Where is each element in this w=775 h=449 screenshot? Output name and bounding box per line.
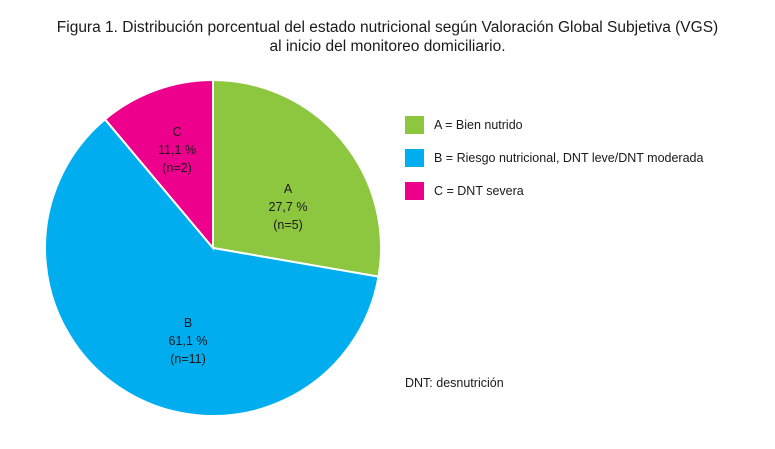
slice-a-count-label: (n=5) [273, 218, 303, 232]
slice-c-category-label: C [172, 125, 181, 139]
slice-a-percent-label: 27,7 % [269, 200, 308, 214]
slice-b-count-label: (n=11) [170, 352, 206, 366]
legend-label-c: C = DNT severa [434, 184, 524, 198]
slice-a-category-label: A [284, 182, 293, 196]
legend: A = Bien nutrido B = Riesgo nutricional,… [405, 116, 703, 215]
legend-swatch-a [405, 116, 424, 134]
slice-c-percent-label: 11,1 % [158, 143, 196, 157]
legend-label-a: A = Bien nutrido [434, 118, 523, 132]
abbreviation-note: DNT: desnutrición [405, 376, 504, 390]
chart-title: Figura 1. Distribución porcentual del es… [0, 18, 775, 56]
chart-title-line-1: Figura 1. Distribución porcentual del es… [56, 19, 719, 36]
pie-slice-a [212, 78, 382, 278]
legend-item-c: C = DNT severa [405, 182, 703, 200]
slice-b-percent-label: 61,1 % [169, 334, 208, 348]
pie-slice-b [44, 117, 380, 417]
pie-slice-c [103, 78, 214, 251]
slice-c-count-label: (n=2) [162, 161, 192, 175]
slice-b-category-label: B [184, 316, 192, 330]
legend-swatch-c [405, 182, 424, 200]
legend-item-b: B = Riesgo nutricional, DNT leve/DNT mod… [405, 149, 703, 167]
legend-swatch-b [405, 149, 424, 167]
chart-title-line-2: al inicio del monitoreo domiciliario. [269, 38, 506, 55]
pie-slice-labels: A 27,7 % (n=5) B 61,1 % (n=11) C 11,1 % (n=2) [158, 125, 307, 366]
pie-slices [44, 78, 382, 417]
legend-item-a: A = Bien nutrido [405, 116, 703, 134]
legend-label-b: B = Riesgo nutricional, DNT leve/DNT mod… [434, 151, 704, 165]
